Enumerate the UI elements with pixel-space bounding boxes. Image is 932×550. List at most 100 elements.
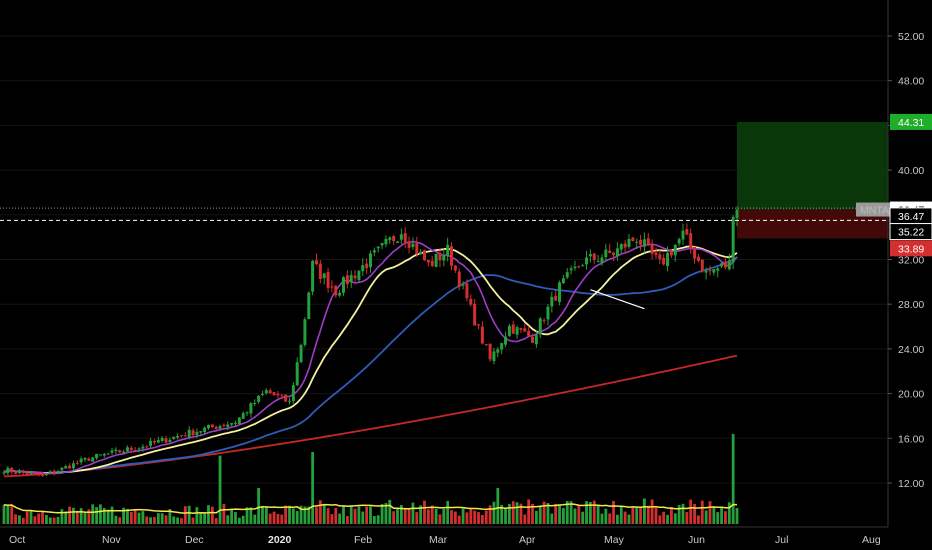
candlesticks — [2, 206, 739, 477]
candle-body — [654, 252, 658, 256]
volume-bar — [403, 508, 407, 524]
volume-bar — [662, 511, 666, 524]
candle-body — [600, 257, 604, 264]
volume-bar — [542, 501, 546, 524]
candle-body — [723, 261, 727, 268]
y-tick-label: 24.00 — [898, 344, 924, 356]
candle-body — [372, 250, 376, 253]
candle-body — [318, 263, 322, 279]
candle-body — [627, 238, 631, 247]
candle-body — [438, 253, 442, 261]
volume-bar — [160, 513, 164, 524]
volume-bar — [469, 509, 473, 524]
y-tick-label: 12.00 — [898, 478, 924, 490]
volume-bar — [434, 508, 438, 524]
volume-bar — [291, 508, 295, 524]
candle-body — [287, 400, 291, 402]
volume-bar — [153, 517, 156, 524]
price-tag-bg — [890, 113, 932, 130]
volume-bar — [596, 505, 600, 524]
volume-bar — [365, 506, 369, 524]
volume-bar — [465, 512, 469, 524]
volume-bar — [504, 507, 507, 524]
volume-bar — [357, 506, 361, 524]
candle-body — [6, 467, 10, 473]
volume-bar — [612, 500, 615, 524]
candle-body — [353, 275, 357, 279]
volume-bar — [342, 505, 345, 524]
candle-body — [257, 395, 261, 402]
volume-bar — [303, 506, 307, 524]
ma-50-line — [3, 256, 738, 474]
candle-body — [465, 283, 469, 299]
price-tag: 44.31 — [890, 113, 932, 130]
candle-body — [457, 271, 461, 287]
volume-bar — [369, 506, 372, 524]
volume-bar — [643, 498, 646, 524]
candle-body — [453, 265, 457, 271]
candle-body — [484, 344, 488, 346]
candle-body — [264, 390, 268, 394]
candle-body — [341, 277, 345, 293]
volume-bar — [295, 511, 299, 524]
candle-body — [60, 467, 64, 471]
candle-body — [696, 256, 700, 262]
volume-bar — [380, 504, 384, 524]
volume-bar — [68, 506, 71, 524]
x-tick-label: 2020 — [268, 534, 292, 546]
risk-reward-zones — [737, 121, 888, 239]
volume-bar — [156, 513, 160, 524]
volume-bar — [727, 502, 731, 524]
candle-body — [477, 324, 481, 326]
candle-body — [500, 343, 504, 350]
price-tag: 33.89 — [890, 240, 932, 257]
volume-bar — [2, 504, 6, 524]
y-tick-label: 28.00 — [898, 299, 924, 311]
volume-bar — [735, 508, 739, 524]
candle-body — [380, 242, 384, 246]
candle-body — [689, 233, 693, 248]
candle-body — [511, 324, 515, 334]
volume-bar — [218, 455, 222, 524]
x-tick-label: Feb — [354, 534, 372, 546]
volume-bar — [488, 505, 492, 524]
candle-body — [573, 266, 577, 269]
candle-body — [95, 453, 99, 459]
candle-body — [712, 269, 716, 273]
volume-bar — [589, 501, 592, 524]
candle-body — [434, 253, 438, 267]
ma-200-line — [3, 354, 738, 478]
candle-body — [396, 241, 400, 243]
volume-bar — [700, 500, 704, 524]
volume-bar — [519, 503, 523, 524]
x-axis[interactable]: Oct Nov Dec 2020 Feb Mar Apr May Jun Jul Aug — [9, 534, 881, 546]
volume-bar — [384, 503, 388, 524]
candle-body — [631, 237, 635, 241]
volume-bar — [616, 514, 619, 524]
volume-bar — [315, 507, 318, 524]
candle-body — [504, 336, 508, 345]
candle-body — [160, 437, 164, 441]
candle-body — [276, 393, 280, 396]
candle-body — [253, 403, 257, 405]
x-tick-label: Nov — [102, 534, 121, 546]
candle-body — [218, 425, 222, 429]
volume-bar — [349, 506, 353, 524]
candle-body — [345, 275, 349, 285]
candle-body — [650, 244, 654, 254]
volume-bar — [183, 506, 187, 524]
volume-bar — [561, 508, 565, 524]
candle-body — [44, 474, 48, 476]
candle-body — [646, 238, 650, 244]
volume-bar — [565, 501, 569, 524]
volume-bar — [164, 515, 168, 524]
candle-body — [720, 263, 724, 267]
volume-bar — [450, 510, 453, 524]
volume-bar — [6, 505, 10, 524]
candle-body — [29, 472, 33, 475]
volume-bar — [415, 512, 419, 524]
candle-body — [176, 436, 180, 438]
candle-body — [268, 390, 272, 394]
volume-bar — [149, 517, 152, 524]
